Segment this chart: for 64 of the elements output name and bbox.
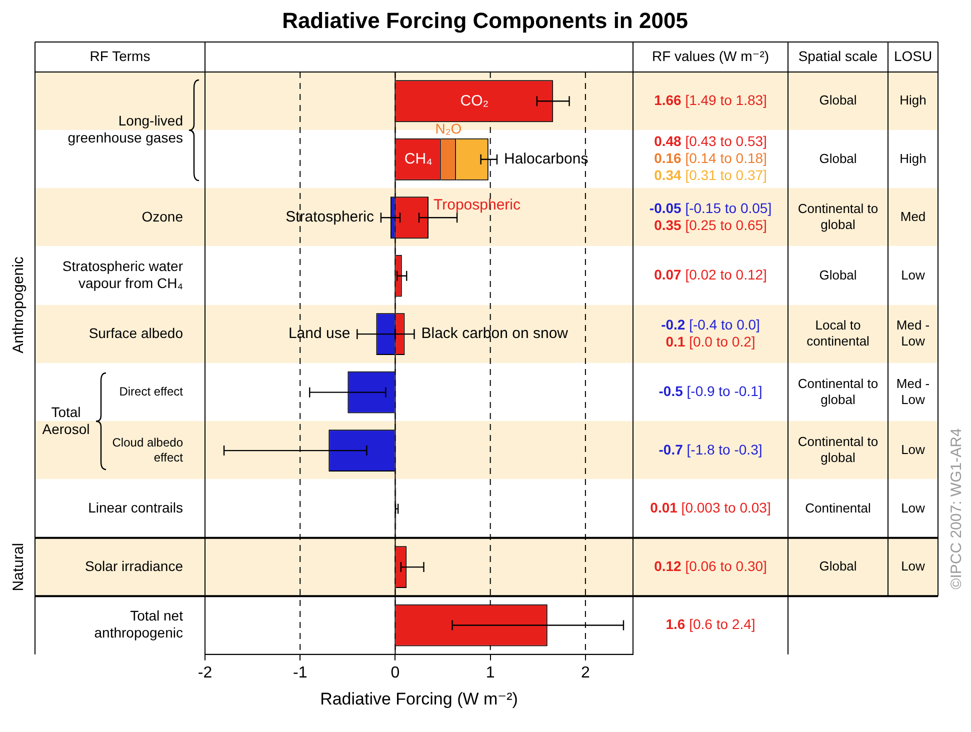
text: Global <box>819 267 857 282</box>
series-label: Tropospheric <box>434 196 521 214</box>
text: Med - Low <box>896 376 930 407</box>
text: ©IPCC 2007: WG1-AR4 <box>948 428 966 590</box>
text: High <box>900 150 926 166</box>
y-tick-label: Cloud albedo effect <box>112 435 184 464</box>
text: Total Aerosol <box>42 404 90 437</box>
text: -0.2 [-0.4 to 0.0] <box>661 316 760 332</box>
text: RF values (W m⁻²) <box>652 48 770 64</box>
text: Low <box>901 500 926 516</box>
series-label: Black carbon on snow <box>421 325 568 342</box>
x-tick-label: -2 <box>198 664 212 682</box>
text: 0.16 [0.14 to 0.18] <box>654 150 767 166</box>
y-tick-label: Direct effect <box>119 384 184 399</box>
series-label: N₂O <box>435 120 462 136</box>
text: 0.48 [0.43 to 0.53] <box>654 133 767 150</box>
text: Global <box>819 558 857 574</box>
text: Local to continental <box>806 318 870 349</box>
series-label: CH₄ <box>404 150 432 168</box>
text: Continental to global <box>798 434 878 466</box>
text: 0.35 [0.25 to 0.65] <box>654 216 767 233</box>
text: 1.6 [0.6 to 2.4] <box>666 616 756 632</box>
text: Natural <box>10 542 28 592</box>
text: Spatial scale <box>798 48 878 64</box>
series-label: Land use <box>288 325 350 342</box>
text: 0.1 [0.0 to 0.2] <box>666 333 756 350</box>
x-tick-label: 2 <box>580 664 590 682</box>
y-tick-label: Surface albedo <box>88 324 184 341</box>
text: Global <box>819 150 857 166</box>
x-tick-label: 1 <box>486 664 495 682</box>
y-tick-label: Long-lived greenhouse gases <box>68 112 183 146</box>
text: Continental <box>805 500 871 516</box>
text: Global <box>819 92 857 108</box>
x-tick-label: 0 <box>390 664 400 682</box>
text: Continental to global <box>798 376 878 407</box>
series-label: Stratospheric <box>286 208 374 226</box>
text: 0.01 [0.003 to 0.03] <box>650 500 771 516</box>
x-tick-label: -1 <box>292 664 308 682</box>
text: Anthropogenic <box>10 256 28 354</box>
text: 0.34 [0.31 to 0.37] <box>654 167 767 184</box>
series-label: Halocarbons <box>504 150 588 168</box>
y-tick-label: Ozone <box>142 208 184 224</box>
text: 0.12 [0.06 to 0.30] <box>654 558 767 574</box>
y-tick-label: Solar irradiance <box>84 558 184 574</box>
text: 1.66 [1.49 to 1.83] <box>654 92 767 108</box>
text: Low <box>901 267 926 282</box>
chart-title: Radiative Forcing Components in 2005 <box>282 8 688 34</box>
text: High <box>900 92 926 108</box>
series-label: CO₂ <box>460 92 489 110</box>
text: Continental to global <box>798 201 878 232</box>
text: Low <box>901 442 926 458</box>
text: Low <box>901 558 926 574</box>
text: LOSU <box>894 48 932 64</box>
text: -0.7 [-1.8 to -0.3] <box>658 441 762 458</box>
text: RF Terms <box>90 48 150 64</box>
text: Med <box>900 209 926 224</box>
text: Med - Low <box>896 318 930 349</box>
x-axis-title: Radiative Forcing (W m⁻²) <box>320 689 518 708</box>
text: -0.5 [-0.9 to -0.1] <box>658 383 762 400</box>
text: 0.07 [0.02 to 0.12] <box>654 266 767 283</box>
y-tick-label: Linear contrails <box>88 500 183 516</box>
y-tick-label: Stratospheric water vapour from CH₄ <box>62 258 184 292</box>
text: -0.05 [-0.15 to 0.05] <box>649 200 772 216</box>
y-tick-label: Total net anthropogenic <box>94 608 184 641</box>
